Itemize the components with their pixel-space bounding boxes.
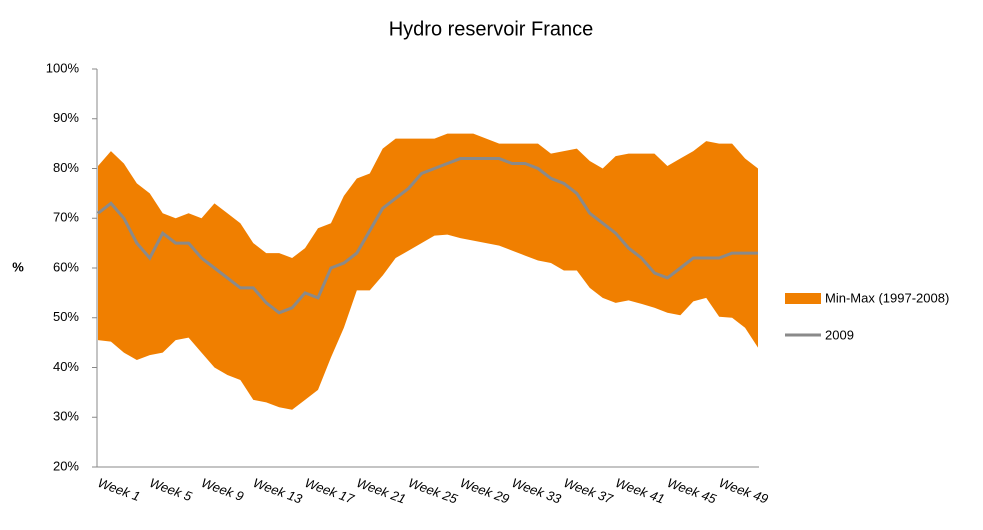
y-axis-label: % (12, 259, 24, 274)
y-tick-label: 30% (53, 409, 79, 424)
x-tick-label: Week 41 (613, 475, 666, 507)
x-tick-label: Week 17 (303, 475, 357, 507)
y-tick-label: 50% (53, 309, 79, 324)
y-tick-label: 100% (46, 60, 80, 75)
x-tick-label: Week 49 (717, 475, 770, 507)
line-2009 (97, 157, 758, 315)
x-tick-label: Week 9 (199, 475, 245, 504)
chart-title: Hydro reservoir France (389, 18, 594, 40)
y-tick-label: 60% (53, 259, 79, 274)
legend-label: 2009 (825, 327, 854, 342)
x-tick-label: Week 5 (148, 475, 195, 504)
y-tick-label: 70% (53, 210, 79, 225)
legend-swatch (785, 293, 821, 304)
y-tick-label: 90% (53, 110, 79, 125)
x-tick-label: Week 1 (96, 475, 142, 504)
x-tick-label: Week 25 (406, 475, 460, 507)
x-tick-label: Week 29 (458, 475, 511, 507)
x-tick-label: Week 37 (562, 475, 616, 507)
y-tick-label: 80% (53, 160, 79, 175)
y-tick-label: 40% (53, 359, 79, 374)
x-tick-label: Week 33 (510, 475, 564, 507)
x-tick-label: Week 21 (355, 475, 408, 507)
band-area (98, 133, 758, 410)
x-tick-label: Week 45 (665, 475, 719, 507)
legend-label: Min-Max (1997-2008) (825, 290, 949, 305)
y-tick-label: 20% (53, 458, 79, 473)
x-tick-label: Week 13 (251, 475, 305, 507)
